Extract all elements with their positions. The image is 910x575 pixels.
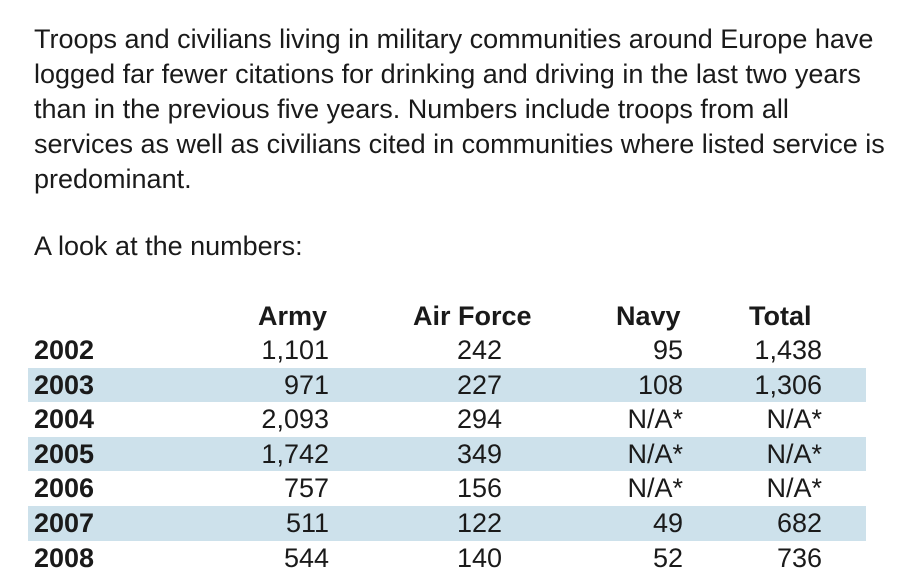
total-cell: 1,438 bbox=[754, 335, 822, 365]
air-force-cell: 156 bbox=[456, 473, 502, 504]
total-cell: N/A* bbox=[766, 473, 822, 504]
navy-cell: N/A* bbox=[627, 404, 683, 435]
air-force-cell: 349 bbox=[456, 438, 502, 469]
air-force-cell: 294 bbox=[456, 404, 502, 435]
navy-cell: 49 bbox=[652, 507, 683, 538]
year-cell: 2004 bbox=[34, 404, 95, 435]
air-force-cell: 122 bbox=[456, 507, 502, 538]
table-header-row: Army Air Force Navy Total bbox=[28, 297, 866, 333]
navy-cell: N/A* bbox=[627, 473, 683, 504]
air-force-cell: 242 bbox=[456, 335, 502, 365]
total-cell: 682 bbox=[776, 507, 822, 538]
year-cell: 2007 bbox=[34, 507, 95, 538]
year-cell: 2006 bbox=[34, 473, 95, 504]
army-cell: 1,101 bbox=[261, 335, 329, 365]
column-header-air-force: Air Force bbox=[413, 301, 532, 331]
table-row: 2006 757 156 N/A* N/A* bbox=[28, 471, 866, 506]
table-row: 2005 1,742 349 N/A* N/A* bbox=[28, 436, 866, 472]
total-cell: 736 bbox=[776, 542, 822, 573]
total-cell: N/A* bbox=[766, 438, 822, 469]
army-cell: 971 bbox=[283, 369, 329, 400]
year-cell: 2008 bbox=[34, 542, 95, 573]
table-row: 2008 544 140 52 736 bbox=[28, 541, 866, 575]
column-header-navy: Navy bbox=[616, 301, 681, 331]
air-force-cell: 140 bbox=[456, 542, 502, 573]
year-cell: 2003 bbox=[34, 369, 95, 400]
year-cell: 2005 bbox=[34, 438, 95, 469]
navy-cell: 108 bbox=[637, 369, 683, 400]
table-row: 2002 1,101 242 95 1,438 bbox=[28, 333, 866, 368]
intro-paragraph: Troops and civilians living in military … bbox=[34, 24, 885, 194]
army-cell: 2,093 bbox=[261, 404, 329, 435]
army-cell: 544 bbox=[283, 542, 329, 573]
navy-cell: N/A* bbox=[627, 438, 683, 469]
army-cell: 757 bbox=[283, 473, 329, 504]
citations-table: Army Air Force Navy Total 2002 1,101 242… bbox=[28, 297, 866, 575]
lead-line: A look at the numbers: bbox=[34, 231, 303, 261]
year-cell: 2002 bbox=[34, 335, 95, 365]
navy-cell: 52 bbox=[652, 542, 683, 573]
army-cell: 511 bbox=[285, 507, 329, 538]
column-header-total: Total bbox=[749, 301, 812, 331]
total-cell: N/A* bbox=[766, 404, 822, 435]
table-row: 2004 2,093 294 N/A* N/A* bbox=[28, 402, 866, 437]
table-row: 2003 971 227 108 1,306 bbox=[28, 367, 866, 403]
total-cell: 1,306 bbox=[754, 369, 822, 400]
table-row: 2007 511 122 49 682 bbox=[28, 505, 866, 541]
army-cell: 1,742 bbox=[261, 438, 329, 469]
navy-cell: 95 bbox=[652, 335, 683, 365]
air-force-cell: 227 bbox=[456, 369, 502, 400]
column-header-army: Army bbox=[258, 301, 328, 331]
